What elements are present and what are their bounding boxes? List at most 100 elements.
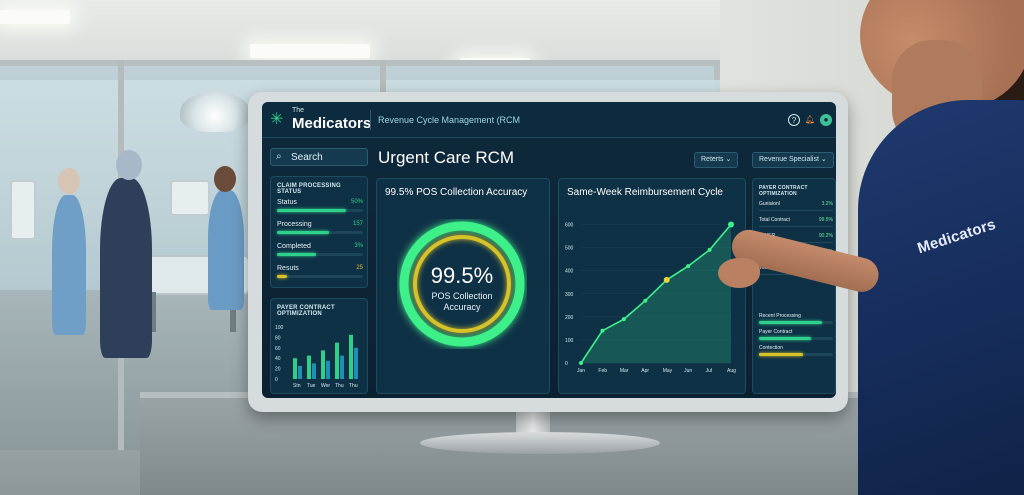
payer-row-value: 90.2% <box>818 233 833 239</box>
line-chart-x-tick: Jun <box>684 368 692 374</box>
app-title: Revenue Cycle Management (RCM <box>378 115 521 125</box>
line-chart-x-tick: May <box>663 368 673 374</box>
claim-row-track <box>277 231 363 234</box>
reports-dropdown[interactable]: Reterts ⌄ <box>694 152 739 168</box>
surgical-lamp <box>180 92 250 132</box>
bar-chart-x-tick: Thu <box>335 383 344 389</box>
claim-status-row: Processing 157 <box>277 221 363 237</box>
ring-inner <box>413 235 511 333</box>
ceiling-light <box>250 44 370 58</box>
staff-figure <box>208 190 244 310</box>
line-chart-y-tick: 500 <box>565 246 574 252</box>
line-chart-area <box>581 224 731 363</box>
claim-row-label: Completed <box>277 243 311 250</box>
line-chart-point <box>643 298 648 303</box>
claim-row-value: 25 <box>356 265 363 271</box>
payer-optimization-panel: PAYER CONTRACT OPTIMIZATION Gunisionl 3.2… <box>752 178 836 394</box>
payer-chart-panel: PAYER CONTRACT OPTIMIZATION 100 80 60 40 20 0… <box>270 298 368 394</box>
claim-status-row: Status 50% <box>277 199 363 215</box>
payer-bar-row: Contection <box>759 345 833 359</box>
line-chart-point <box>707 247 712 252</box>
claim-status-title: CLAIM PROCESSING STATUS <box>277 183 341 195</box>
staff-head <box>116 150 142 180</box>
line-chart-y-tick: 200 <box>565 315 574 321</box>
ring-progress <box>399 221 525 347</box>
claim-row-value: 3% <box>354 243 363 249</box>
line-chart-point <box>621 317 626 322</box>
payer-bar-fill <box>759 337 811 340</box>
bar-chart-bar <box>326 360 330 379</box>
search-icon: ⌕ <box>276 151 282 162</box>
monitor-stand-base <box>420 432 660 454</box>
header-divider <box>370 110 371 130</box>
staff-head <box>58 168 80 194</box>
bar-chart-y-tick: 80 <box>275 335 281 341</box>
payer-bar-track <box>759 321 833 324</box>
line-chart-y-tick: 400 <box>565 269 574 275</box>
claim-row-value: 50% <box>350 199 363 205</box>
bar-chart-bar <box>312 363 316 379</box>
line-chart-y-tick: 300 <box>565 292 574 298</box>
line-chart-point <box>579 361 583 365</box>
bar-chart-bar <box>354 347 358 379</box>
claim-status-row: Resuts 25 <box>277 265 363 281</box>
staff-figure <box>52 195 86 335</box>
bell-icon[interactable]: 🔔︎ <box>804 115 816 124</box>
payer-row-label: Total Contract <box>759 217 790 223</box>
line-chart-y-tick: 0 <box>565 361 568 367</box>
bar-chart-x-tick: Wer <box>321 383 330 389</box>
bar-chart-bar <box>340 355 344 379</box>
dashboard-screen: ✳ The Medicators Revenue Cycle Managemen… <box>262 102 836 398</box>
payer-bar-track <box>759 353 833 356</box>
search-input[interactable]: ⌕ Search <box>270 148 368 166</box>
line-chart-x-tick: Jan <box>577 368 585 374</box>
payer-row-divider <box>759 226 833 227</box>
bar-chart-x-tick: Tue <box>307 383 316 389</box>
bar-chart-bar <box>349 334 353 379</box>
payer-bar-track <box>759 337 833 340</box>
bed-leg <box>150 292 156 332</box>
payer-bar-label: Recent Processing <box>759 313 801 319</box>
bar-chart-bar <box>293 358 297 379</box>
bar-chart-bar <box>335 342 339 379</box>
reimbursement-line-chart: 600 500 400 300 200 100 0 Jan Feb Mar Apr May Jun Jul… <box>565 221 736 374</box>
bar-chart-y-tick: 40 <box>275 356 281 362</box>
claim-row-track <box>277 275 363 278</box>
role-dropdown[interactable]: Revenue Specialist ⌄ <box>752 152 834 168</box>
line-chart-point <box>663 276 670 283</box>
payer-row-value: 3.2% <box>821 201 833 207</box>
payer-bar-row: Payer Contract <box>759 329 833 343</box>
bar-chart-x-tick: Stn <box>293 383 301 389</box>
user-icon[interactable]: ● <box>820 114 832 126</box>
ceiling-light <box>0 10 70 24</box>
reimbursement-panel: Same-Week Reimbursement Cycle 600 500 400 3… <box>558 178 746 394</box>
medical-equipment <box>170 180 210 216</box>
payer-bar-label: Payer Contract <box>759 329 793 335</box>
accuracy-percent: 99.5% <box>430 263 494 288</box>
bar-chart-y-tick: 100 <box>275 325 284 331</box>
line-chart-point <box>728 221 734 228</box>
line-chart-series <box>580 224 732 364</box>
line-chart-x-tick: Jul <box>706 368 712 374</box>
accuracy-label-line1: POS Collection <box>431 291 493 301</box>
bar-chart-y-tick: 20 <box>275 367 281 373</box>
dashboard-header: ✳ The Medicators Revenue Cycle Managemen… <box>262 102 836 138</box>
bar-chart-y-tick: 0 <box>275 377 278 383</box>
brand-name: Medicators <box>292 115 372 132</box>
bar-chart-y-tick: 60 <box>275 346 281 352</box>
claim-row-value: 157 <box>352 221 363 227</box>
payer-chart-title: PAYER CONTRACT OPTIMIZATION <box>277 305 335 317</box>
staff-figure <box>100 178 152 358</box>
claim-row-track <box>277 253 363 256</box>
payer-bar-row: Recent Processing <box>759 313 833 327</box>
bar-chart-bar <box>298 366 302 379</box>
help-icon[interactable]: ? <box>788 114 800 126</box>
nurse-scrubs <box>858 100 1024 495</box>
medical-equipment <box>10 180 36 240</box>
payer-bar-fill <box>759 353 804 356</box>
claim-row-fill <box>277 231 329 234</box>
brand-prefix: The <box>292 107 305 114</box>
claim-row-fill <box>277 209 346 212</box>
page-title: Urgent Care RCM <box>378 148 515 167</box>
bed-leg <box>230 292 236 332</box>
